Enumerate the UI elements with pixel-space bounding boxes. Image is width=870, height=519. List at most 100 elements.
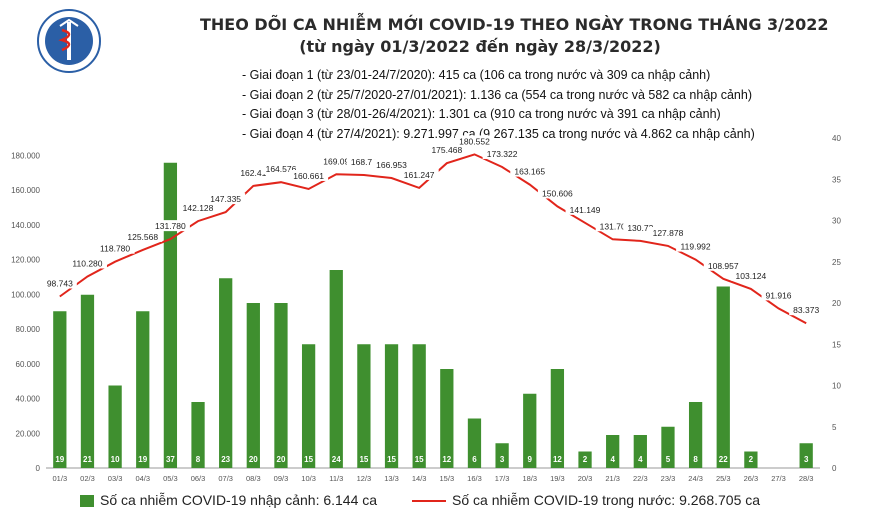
bar xyxy=(357,344,371,468)
bar-value-label: 10 xyxy=(111,455,120,464)
legend-line-swatch xyxy=(412,500,446,503)
x-tick-label: 28/3 xyxy=(799,474,814,483)
line-label-bg xyxy=(789,304,824,316)
line-value-label: 98.743 xyxy=(47,278,73,288)
bar xyxy=(633,435,647,468)
title-line-2: (từ ngày 01/3/2022 đến ngày 28/3/2022) xyxy=(299,37,661,56)
line-value-label: 169.09 xyxy=(323,156,349,166)
bar xyxy=(716,286,730,468)
bar-value-label: 6 xyxy=(472,455,477,464)
line-value-label: 162.41 xyxy=(240,168,266,178)
phase-4: - Giai đoạn 4 (từ 27/4/2021): 9.271.997 … xyxy=(242,126,755,141)
bar-value-label: 22 xyxy=(719,455,728,464)
x-tick-label: 15/3 xyxy=(440,474,455,483)
left-tick-label: 100.000 xyxy=(11,290,40,299)
phase-3: - Giai đoạn 3 (từ 28/01-26/4/2021): 1.30… xyxy=(242,107,721,121)
bar xyxy=(744,451,758,468)
line-label-bg xyxy=(399,168,439,180)
x-tick-label: 18/3 xyxy=(522,474,537,483)
line-label-bg xyxy=(346,155,381,167)
line-label-bg xyxy=(510,165,550,177)
line-label-bg xyxy=(178,202,218,214)
bar xyxy=(191,402,205,468)
bar-value-label: 21 xyxy=(83,455,92,464)
right-tick-label: 0 xyxy=(832,464,837,473)
bar xyxy=(163,162,178,468)
line-value-label: 108.957 xyxy=(708,261,739,271)
bar-value-label: 4 xyxy=(638,455,643,464)
bar-value-label: 12 xyxy=(442,455,451,464)
bar xyxy=(108,385,122,468)
bar xyxy=(495,443,509,468)
x-tick-label: 22/3 xyxy=(633,474,648,483)
bar xyxy=(329,270,343,468)
line-label-bg xyxy=(648,226,688,238)
x-tick-label: 04/3 xyxy=(135,474,150,483)
line-value-label: 180.552 xyxy=(459,136,490,146)
bar-value-label: 15 xyxy=(387,455,396,464)
phase-summary: - Giai đoạn 1 (từ 23/01-24/7/2020): 415 … xyxy=(242,66,755,144)
line-value-label: 175.468 xyxy=(431,145,462,155)
right-tick-label: 30 xyxy=(832,217,841,226)
line-value-label: 173.322 xyxy=(487,149,518,159)
line-label-bg xyxy=(703,259,743,271)
line-label-bg xyxy=(482,147,522,159)
bar-value-label: 8 xyxy=(693,455,698,464)
line-label-bg xyxy=(319,155,354,167)
left-tick-label: 80.000 xyxy=(16,325,41,334)
left-tick-label: 120.000 xyxy=(11,256,40,265)
legend-line: Số ca nhiễm COVID-19 trong nước: 9.268.7… xyxy=(412,492,760,508)
line-label-bg xyxy=(236,166,271,178)
bar-value-label: 15 xyxy=(359,455,368,464)
line-value-label: 118.780 xyxy=(100,244,130,254)
x-tick-label: 17/3 xyxy=(495,474,510,483)
right-tick-label: 25 xyxy=(832,258,841,267)
bar-value-label: 3 xyxy=(804,455,809,464)
bar-value-label: 2 xyxy=(749,455,754,464)
left-tick-label: 180.000 xyxy=(11,151,40,160)
line-value-label: 161.247 xyxy=(404,170,435,180)
x-tick-label: 05/3 xyxy=(163,474,178,483)
right-tick-label: 10 xyxy=(832,382,841,391)
line-value-label: 163.165 xyxy=(514,167,545,177)
bar xyxy=(467,418,482,468)
x-tick-label: 14/3 xyxy=(412,474,427,483)
line-label-bg xyxy=(454,135,494,147)
line-value-label: 131.70 xyxy=(600,221,626,231)
left-tick-label: 40.000 xyxy=(16,395,41,404)
x-tick-label: 24/3 xyxy=(688,474,703,483)
title-line-1: THEO DÕI CA NHIỄM MỚI COVID-19 THEO NGÀY… xyxy=(200,15,829,34)
bar-value-label: 2 xyxy=(583,455,588,464)
legend-bar-swatch xyxy=(80,495,94,508)
x-tick-label: 26/3 xyxy=(744,474,759,483)
bar xyxy=(53,311,67,468)
bar-value-label: 24 xyxy=(332,455,341,464)
ministry-of-health-logo xyxy=(37,9,101,73)
x-tick-label: 02/3 xyxy=(80,474,95,483)
line-value-label: 141.149 xyxy=(570,205,601,215)
bar xyxy=(440,369,454,468)
left-tick-label: 60.000 xyxy=(16,360,41,369)
line-value-label: 166.953 xyxy=(376,160,407,170)
bar-value-label: 19 xyxy=(55,455,64,464)
right-tick-label: 15 xyxy=(832,340,841,349)
line-label-bg xyxy=(676,240,716,252)
bar-value-label: 15 xyxy=(415,455,424,464)
legend-line-label: Số ca nhiễm COVID-19 trong nước: 9.268.7… xyxy=(452,492,761,508)
bar-value-label: 15 xyxy=(304,455,313,464)
line-value-label: 131.780 xyxy=(155,221,186,231)
line-value-label: 127.878 xyxy=(653,228,684,238)
line-label-bg xyxy=(595,220,630,232)
line-value-label: 164.576 xyxy=(266,164,297,174)
line-value-label: 150.606 xyxy=(542,188,573,198)
phase-1: - Giai đoạn 1 (từ 23/01-24/7/2020): 415 … xyxy=(242,68,711,82)
line-label-bg xyxy=(67,257,107,269)
line-label-bg xyxy=(372,159,412,171)
line-label-bg xyxy=(150,220,190,232)
x-tick-label: 08/3 xyxy=(246,474,261,483)
line-label-bg xyxy=(623,221,658,233)
x-tick-label: 25/3 xyxy=(716,474,731,483)
line-value-label: 125.568 xyxy=(127,232,158,242)
x-tick-label: 06/3 xyxy=(191,474,206,483)
x-tick-label: 27/3 xyxy=(771,474,786,483)
